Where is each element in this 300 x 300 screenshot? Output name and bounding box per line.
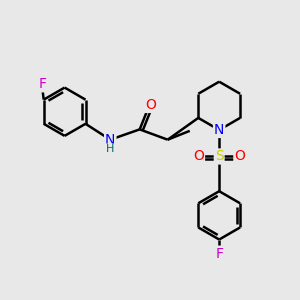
Text: H: H — [106, 144, 114, 154]
Text: O: O — [146, 98, 156, 112]
Text: S: S — [215, 149, 224, 164]
Text: N: N — [105, 133, 116, 147]
Text: N: N — [214, 123, 224, 137]
Text: F: F — [215, 247, 223, 261]
Text: O: O — [234, 149, 245, 164]
Text: F: F — [38, 77, 46, 91]
Text: O: O — [193, 149, 204, 164]
